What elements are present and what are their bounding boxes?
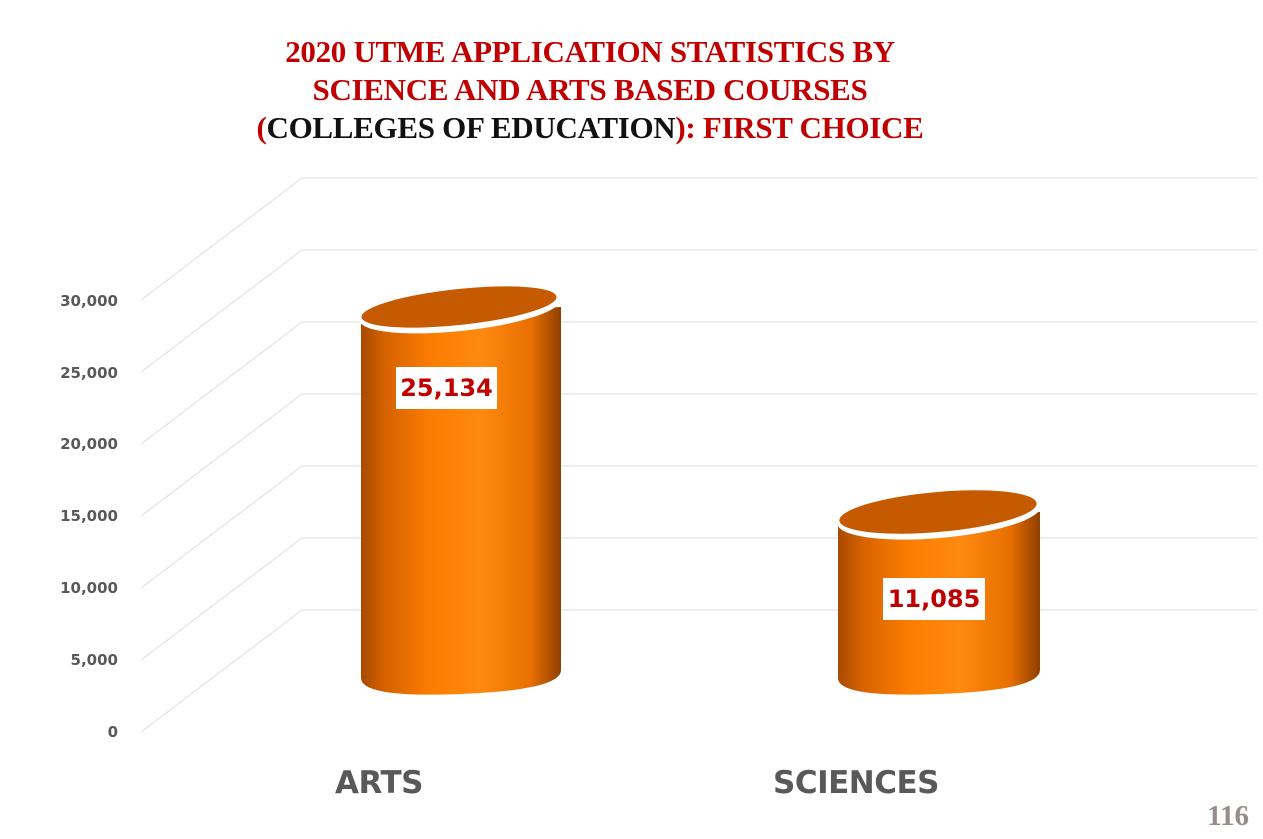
title-line-1: 2020 UTME APPLICATION STATISTICS BY (285, 34, 895, 69)
y-tick-30000: 30,000 (60, 292, 118, 310)
y-tick-10000: 10,000 (60, 579, 118, 597)
x-label-arts: ARTS (335, 765, 423, 801)
title-line-3: (COLLEGES OF EDUCATION): FIRST CHOICE (0, 109, 1180, 147)
data-label-sciences: 11,085 (883, 578, 985, 620)
y-tick-0: 0 (107, 723, 118, 741)
gridlines (140, 177, 1257, 733)
data-label-arts: 25,134 (396, 367, 497, 409)
title-line-2: SCIENCE AND ARTS BASED COURSES (312, 72, 868, 107)
bar-arts (359, 286, 561, 695)
page-number: 116 (1207, 800, 1249, 832)
title-first-choice: : FIRST CHOICE (685, 110, 924, 145)
y-tick-25000: 25,000 (60, 364, 118, 382)
y-tick-20000: 20,000 (60, 435, 118, 453)
title-paren-open: ( (256, 110, 267, 145)
y-tick-5000: 5,000 (70, 651, 118, 669)
y-tick-15000: 15,000 (60, 507, 118, 525)
x-label-sciences: SCIENCES (773, 765, 940, 801)
chart-title: 2020 UTME APPLICATION STATISTICS BY SCIE… (0, 33, 1180, 147)
title-paren-close: ) (675, 110, 686, 145)
title-subtitle-black: COLLEGES OF EDUCATION (266, 110, 676, 145)
